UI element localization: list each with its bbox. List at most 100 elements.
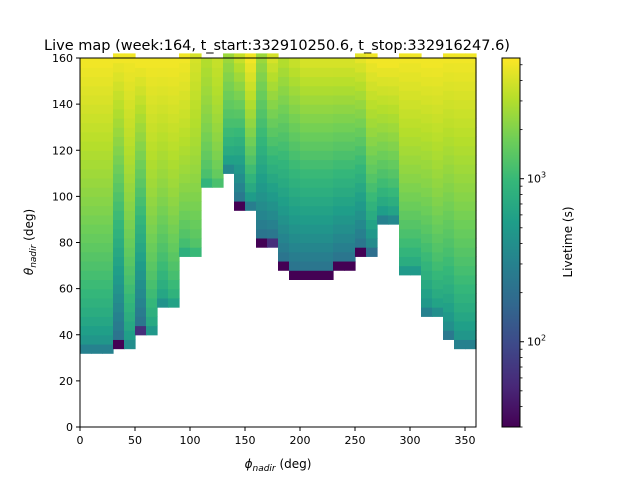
- heatmap-cell: [146, 270, 158, 280]
- heatmap-cell: [234, 173, 246, 184]
- heatmap-cell: [190, 191, 202, 202]
- heatmap-cell: [388, 168, 400, 179]
- heatmap-cell: [135, 205, 147, 216]
- heatmap-cell: [399, 108, 411, 119]
- heatmap-cell: [124, 71, 136, 82]
- heatmap-cell: [289, 131, 301, 142]
- heatmap-cell: [432, 94, 444, 105]
- heatmap-cell: [146, 233, 158, 244]
- heatmap-cell: [113, 311, 125, 322]
- heatmap-cell: [124, 164, 136, 174]
- heatmap-cell: [300, 150, 312, 161]
- heatmap-cell: [190, 228, 202, 239]
- heatmap-cell: [267, 228, 279, 239]
- heatmap-cell: [300, 270, 312, 280]
- heatmap-cell: [190, 127, 202, 138]
- heatmap-cell: [289, 168, 301, 179]
- heatmap-cell: [256, 108, 268, 119]
- heatmap-cell: [289, 85, 301, 96]
- heatmap-cell: [80, 251, 92, 262]
- heatmap-cell: [366, 62, 378, 73]
- heatmap-cell: [113, 127, 125, 138]
- heatmap-cell: [91, 94, 103, 105]
- heatmap-cell: [388, 187, 400, 197]
- heatmap-cell: [91, 104, 103, 114]
- heatmap-cell: [289, 150, 301, 161]
- heatmap-cell: [80, 104, 92, 114]
- heatmap-cell: [421, 307, 433, 317]
- heatmap-cell: [322, 141, 334, 151]
- heatmap-cell: [223, 108, 235, 119]
- heatmap-cell: [146, 214, 158, 225]
- heatmap-cell: [465, 219, 477, 230]
- heatmap-cell: [135, 131, 147, 142]
- heatmap-cell: [179, 108, 191, 119]
- heatmap-cell: [124, 320, 136, 331]
- heatmap-cell: [124, 90, 136, 101]
- heatmap-cell: [278, 85, 290, 96]
- heatmap-cell: [289, 177, 301, 188]
- heatmap-cell: [190, 182, 202, 193]
- heatmap-cell: [135, 196, 147, 207]
- heatmap-cell: [223, 117, 235, 128]
- heatmap-cell: [168, 187, 180, 197]
- heatmap-cell: [443, 108, 455, 119]
- heatmap-cell: [355, 154, 367, 165]
- heatmap-cell: [465, 108, 477, 119]
- heatmap-cell: [80, 122, 92, 133]
- heatmap-cell: [454, 62, 466, 73]
- heatmap-cell: [377, 58, 389, 68]
- heatmap-cell: [124, 228, 136, 239]
- heatmap-cell: [278, 150, 290, 161]
- heatmap-cell: [289, 67, 301, 78]
- heatmap-cell: [344, 205, 356, 216]
- heatmap-cell: [102, 224, 114, 234]
- heatmap-cell: [102, 104, 114, 114]
- heatmap-cell: [322, 214, 334, 225]
- heatmap-cell: [234, 71, 246, 82]
- heatmap-cell: [223, 90, 235, 101]
- heatmap-cell: [234, 108, 246, 119]
- heatmap-cell: [443, 117, 455, 128]
- heatmap-cell: [388, 205, 400, 216]
- heatmap-cell: [432, 260, 444, 271]
- plot-area: [79, 53, 477, 428]
- heatmap-cell: [80, 113, 92, 124]
- heatmap-cell: [432, 251, 444, 262]
- heatmap-cell: [311, 187, 323, 197]
- heatmap-cell: [190, 99, 202, 110]
- heatmap-cell: [465, 164, 477, 174]
- heatmap-cell: [388, 214, 400, 225]
- heatmap-cell: [355, 228, 367, 239]
- heatmap-cell: [102, 131, 114, 142]
- heatmap-cell: [102, 260, 114, 271]
- heatmap-cell: [267, 191, 279, 202]
- heatmap-cell: [124, 311, 136, 322]
- heatmap-cell: [102, 141, 114, 151]
- heatmap-cell: [432, 113, 444, 124]
- heatmap-cell: [421, 187, 433, 197]
- heatmap-cell: [80, 224, 92, 234]
- heatmap-cell: [135, 168, 147, 179]
- heatmap-cell: [454, 311, 466, 322]
- heatmap-cell: [157, 251, 169, 262]
- heatmap-cell: [179, 247, 191, 257]
- heatmap-cell: [135, 279, 147, 290]
- heatmap-cell: [113, 145, 125, 156]
- heatmap-cell: [289, 233, 301, 244]
- heatmap-cell: [102, 251, 114, 262]
- heatmap-cell: [124, 127, 136, 138]
- heatmap-cell: [102, 343, 114, 354]
- heatmap-cell: [102, 316, 114, 327]
- heatmap-cell: [443, 284, 455, 294]
- heatmap-cell: [333, 141, 345, 151]
- colorbar-tick-label: 102: [527, 334, 546, 349]
- heatmap-cell: [278, 233, 290, 244]
- heatmap-cell: [168, 270, 180, 280]
- heatmap-cell: [432, 85, 444, 96]
- colorbar-frame: [501, 57, 521, 428]
- heatmap-cell: [80, 214, 92, 225]
- heatmap-cell: [410, 237, 422, 248]
- heatmap-cell: [432, 168, 444, 179]
- heatmap-cell: [102, 177, 114, 188]
